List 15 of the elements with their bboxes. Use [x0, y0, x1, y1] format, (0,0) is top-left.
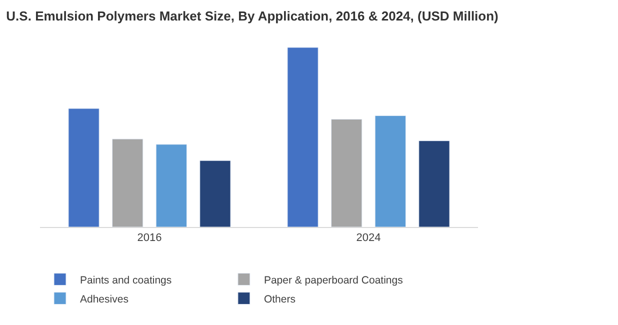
bar — [68, 108, 100, 227]
bar — [331, 119, 362, 227]
bar — [112, 138, 144, 227]
bar — [156, 144, 187, 227]
chart-title: U.S. Emulsion Polymers Market Size, By Application, 2016 & 2024, (USD Million) — [6, 8, 498, 24]
legend-label: Adhesives — [80, 293, 128, 306]
legend-label: Paints and coatings — [80, 274, 172, 286]
x-tick-label: 2016 — [137, 232, 162, 244]
legend-label: Others — [264, 293, 296, 306]
x-tick-label: 2024 — [356, 232, 381, 244]
bar — [200, 160, 231, 227]
bar — [287, 47, 318, 227]
bar — [418, 140, 450, 227]
bar — [374, 115, 406, 227]
legend-label: Paper & paperboard Coatings — [264, 274, 403, 286]
